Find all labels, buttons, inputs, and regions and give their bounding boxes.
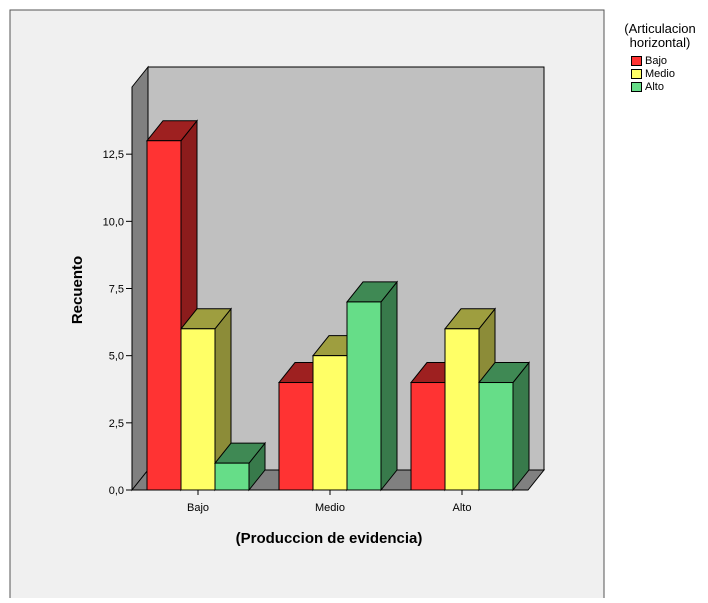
legend-swatch xyxy=(631,68,642,79)
bar-front xyxy=(180,328,216,491)
legend-item: Bajo xyxy=(631,54,708,67)
y-tick-label: 10,0 xyxy=(103,216,124,228)
bar xyxy=(179,307,233,492)
bar-front xyxy=(346,301,382,491)
legend-label: Alto xyxy=(645,80,664,93)
legend-item: Medio xyxy=(631,67,708,80)
bar-front xyxy=(410,382,446,491)
x-axis-title: (Produccion de evidencia) xyxy=(236,530,423,547)
bar-front xyxy=(278,382,314,491)
legend-title-line: (Articulacion xyxy=(624,21,696,36)
y-tick-label: 0,0 xyxy=(109,485,124,497)
legend-title: (Articulacion horizontal) xyxy=(612,22,708,50)
bar-side xyxy=(512,361,530,492)
bar xyxy=(145,119,199,492)
bar-front xyxy=(444,328,480,491)
x-tick-label: Alto xyxy=(453,502,472,514)
legend-item: Alto xyxy=(631,80,708,93)
legend-label: Medio xyxy=(645,67,675,80)
legend: (Articulacion horizontal) Bajo Medio Alto xyxy=(612,22,708,93)
y-tick-label: 2,5 xyxy=(109,418,124,430)
legend-items: Bajo Medio Alto xyxy=(612,54,708,93)
axis-layer: 0,0 2,5 5,0 7,5 10,0 12,5 Bajo Medio Alto xyxy=(103,149,528,514)
y-tick-label: 12,5 xyxy=(103,149,124,161)
bars-layer xyxy=(145,119,531,492)
x-tick-label: Bajo xyxy=(187,502,209,514)
legend-label: Bajo xyxy=(645,54,668,67)
legend-swatch xyxy=(631,81,642,92)
x-tick-label: Medio xyxy=(315,502,345,514)
bar xyxy=(345,280,399,492)
y-axis-title: Recuento xyxy=(69,256,86,324)
bar xyxy=(213,441,267,492)
bar-front xyxy=(146,140,182,491)
legend-swatch xyxy=(631,55,642,66)
bar xyxy=(477,361,531,492)
bar-front xyxy=(214,462,250,491)
left-side-wall xyxy=(131,65,149,492)
legend-title-line: horizontal) xyxy=(629,35,691,50)
bar-front xyxy=(478,382,514,491)
bar-side xyxy=(380,280,398,492)
bar-front xyxy=(312,355,348,491)
y-tick-label: 5,0 xyxy=(109,351,124,363)
y-tick-label: 7,5 xyxy=(109,284,124,296)
